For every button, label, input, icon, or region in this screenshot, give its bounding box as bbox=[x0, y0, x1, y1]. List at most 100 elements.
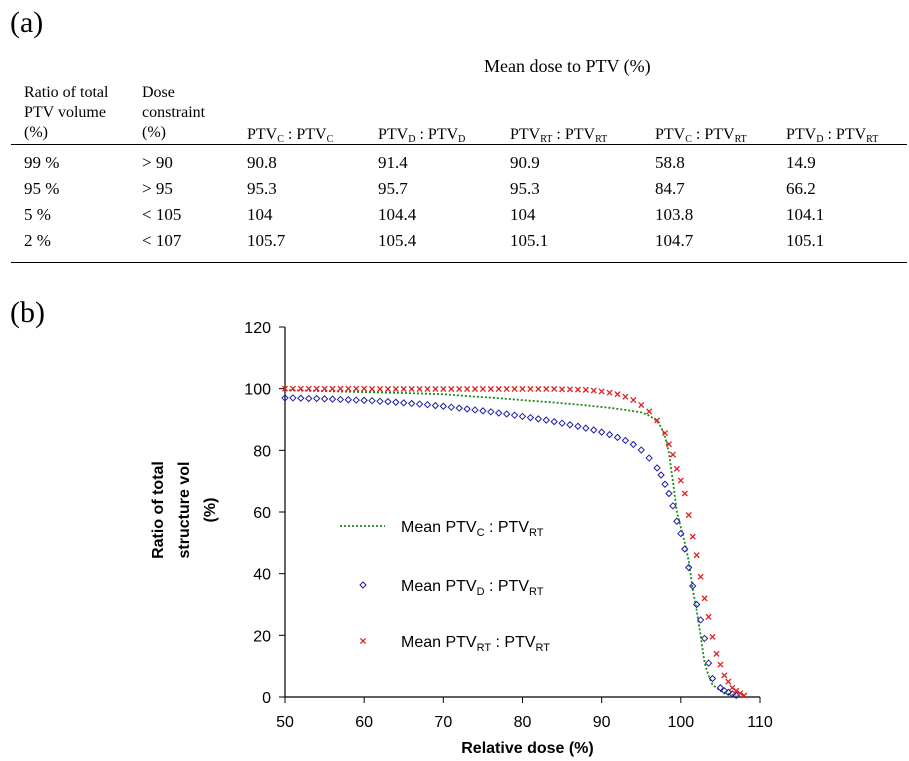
data-point bbox=[645, 454, 653, 462]
data-point bbox=[614, 391, 621, 398]
dose-col-header: PTVC : PTVC bbox=[247, 126, 334, 145]
table-cell: 66.2 bbox=[786, 179, 816, 198]
data-point bbox=[542, 416, 550, 424]
x-tick-label: 80 bbox=[514, 714, 532, 731]
y-axis-label: structure vol bbox=[176, 462, 193, 559]
data-point bbox=[737, 690, 744, 697]
data-point bbox=[455, 404, 463, 412]
data-point bbox=[336, 395, 345, 404]
data-point bbox=[369, 385, 376, 393]
header-separator: : bbox=[552, 126, 565, 143]
data-point bbox=[590, 426, 598, 434]
data-point bbox=[384, 397, 392, 406]
legend-text: Mean PTV bbox=[401, 634, 477, 651]
dvh-chart: 0 20 40 60 80 100 120 50 60 70 80 90 100 110 Relative … bbox=[150, 320, 773, 757]
data-point bbox=[534, 415, 543, 423]
panel-label-b: (b) bbox=[10, 296, 45, 329]
table-cell: < 107 bbox=[142, 231, 182, 250]
col-header-line: Dose bbox=[142, 84, 175, 101]
data-point bbox=[661, 480, 669, 488]
header-subscript: RT bbox=[595, 134, 608, 145]
data-point bbox=[709, 633, 716, 640]
table-cell: 104 bbox=[510, 205, 536, 224]
data-point bbox=[741, 692, 748, 699]
data-point bbox=[448, 385, 455, 393]
data-point bbox=[518, 412, 527, 421]
legend-subscript: RT bbox=[536, 642, 551, 654]
data-point bbox=[376, 385, 384, 393]
data-point bbox=[606, 389, 613, 396]
data-point bbox=[721, 672, 728, 679]
data-point bbox=[353, 385, 360, 392]
data-point bbox=[685, 512, 692, 519]
data-point bbox=[654, 417, 661, 424]
data-point bbox=[337, 385, 344, 392]
data-point bbox=[495, 385, 502, 393]
table-cell: 5 % bbox=[24, 205, 51, 224]
y-tick-label: 60 bbox=[253, 505, 271, 522]
header-ptv: PTV bbox=[655, 126, 686, 143]
data-point bbox=[456, 385, 463, 393]
col-header-line: (%) bbox=[24, 124, 48, 141]
data-point bbox=[613, 433, 622, 442]
data-point bbox=[551, 385, 558, 393]
data-point bbox=[673, 517, 681, 525]
x-tick-label: 70 bbox=[434, 714, 452, 731]
data-point bbox=[479, 407, 487, 415]
table-cell: 104.7 bbox=[655, 231, 694, 250]
table-cell: > 95 bbox=[142, 179, 173, 198]
data-point bbox=[463, 405, 471, 413]
data-point bbox=[708, 674, 717, 683]
data-point bbox=[566, 386, 574, 393]
data-point bbox=[305, 394, 313, 403]
data-point bbox=[574, 422, 582, 430]
data-point bbox=[704, 659, 713, 667]
data-point bbox=[297, 385, 304, 392]
data-point bbox=[321, 385, 328, 392]
legend-label: Mean PTVD : PTVRT bbox=[401, 578, 544, 598]
y-tick-label: 80 bbox=[253, 443, 271, 460]
data-point bbox=[479, 385, 486, 393]
data-point bbox=[724, 688, 733, 697]
header-subscript: D bbox=[458, 134, 466, 145]
x-tick-label: 90 bbox=[593, 714, 611, 731]
data-point bbox=[673, 465, 680, 472]
dose-col-header: PTVRT : PTVRT bbox=[510, 126, 608, 145]
data-point bbox=[535, 385, 542, 393]
x-tick-label: 50 bbox=[276, 714, 294, 731]
table-cell: 90.9 bbox=[510, 153, 540, 172]
table-cell: 99 % bbox=[24, 153, 60, 172]
data-point bbox=[621, 436, 630, 445]
data-point bbox=[407, 399, 416, 408]
header-subscript: RT bbox=[866, 134, 879, 145]
group-header: Mean dose to PTV (%) bbox=[484, 56, 651, 76]
data-point bbox=[487, 408, 495, 416]
dose-table: Mean dose to PTV (%) Ratio of total PTV vo… bbox=[0, 0, 909, 280]
data-point bbox=[297, 394, 305, 402]
data-point bbox=[440, 385, 447, 393]
table-cell: > 90 bbox=[142, 153, 173, 172]
data-point bbox=[725, 678, 732, 685]
legend-text: Mean PTV bbox=[401, 519, 477, 536]
legend-label: Mean PTVC : PTVRT bbox=[401, 519, 544, 539]
data-point bbox=[464, 385, 471, 393]
data-point bbox=[550, 417, 558, 426]
table-cell: 95.3 bbox=[510, 179, 540, 198]
data-point bbox=[502, 410, 511, 418]
y-axis-label: (%) bbox=[202, 498, 219, 523]
data-point bbox=[689, 582, 697, 590]
data-point bbox=[685, 563, 693, 572]
header-subscript: C bbox=[326, 134, 334, 145]
data-point bbox=[328, 395, 337, 403]
data-point bbox=[677, 529, 685, 538]
header-subscript: D bbox=[816, 134, 824, 145]
data-point bbox=[359, 637, 367, 645]
header-ptv: PTV bbox=[296, 126, 327, 143]
data-point bbox=[597, 428, 606, 436]
table-cell: 104.4 bbox=[378, 205, 417, 224]
header-subscript: C bbox=[685, 134, 692, 145]
data-point bbox=[344, 396, 353, 404]
data-point bbox=[368, 396, 376, 405]
data-point bbox=[622, 393, 629, 400]
data-point bbox=[360, 396, 368, 405]
